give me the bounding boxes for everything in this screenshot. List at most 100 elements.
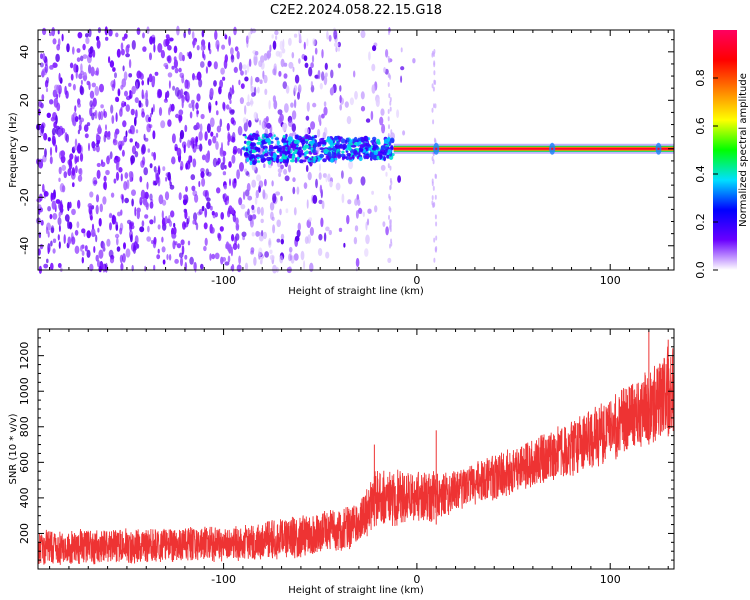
noise-blob [120, 262, 124, 271]
noise-blob [388, 124, 390, 130]
signal-blob [305, 140, 309, 145]
noise-blob [213, 61, 218, 70]
signal-blob [302, 159, 307, 163]
signal-blob [251, 160, 257, 166]
noise-blob [204, 153, 210, 163]
noise-blob [280, 58, 285, 68]
noise-blob [57, 29, 60, 35]
noise-blob [374, 205, 378, 213]
noise-blob [209, 87, 214, 98]
noise-blob [120, 140, 125, 146]
signal-blob [264, 153, 268, 157]
snr-x-label: Height of straight line (km) [288, 585, 424, 596]
spectrogram-axes: -100 0 100 -40 -20 0 20 40 [18, 30, 674, 287]
signal-blob [281, 138, 286, 143]
signal-blob [334, 157, 338, 161]
noise-blob [60, 150, 66, 158]
signal-blob [246, 140, 251, 146]
signal-blob [313, 142, 319, 147]
noise-blob [292, 186, 296, 195]
noise-blob [102, 196, 107, 205]
signal-blob [275, 157, 280, 163]
noise-blob [402, 130, 406, 136]
noise-blob [388, 193, 391, 199]
noise-blob [431, 83, 434, 89]
snr-frame [37, 328, 675, 570]
noise-blob [107, 130, 111, 138]
noise-blob [61, 164, 67, 171]
signal-blob [288, 146, 291, 152]
signal-blob [342, 143, 347, 149]
noise-blob [149, 219, 154, 225]
noise-blob [122, 120, 127, 128]
y-tick-label: -40 [18, 237, 31, 255]
noise-blob [387, 116, 390, 122]
noise-blob [230, 47, 234, 56]
noise-blob [90, 66, 95, 77]
signal-blob [379, 154, 383, 159]
noise-blob [371, 84, 376, 94]
noise-blob [171, 156, 176, 165]
y-tick-label: 800 [18, 416, 31, 437]
noise-blob [121, 194, 124, 204]
signal-blob [333, 136, 339, 141]
signal-blob [265, 137, 271, 143]
noise-blob [323, 101, 327, 107]
noise-blob [222, 101, 226, 110]
noise-blob [176, 25, 180, 36]
noise-blob [237, 243, 240, 250]
noise-blob [283, 168, 288, 175]
noise-blob [312, 102, 317, 108]
noise-blob [74, 245, 80, 254]
noise-blob [434, 103, 437, 109]
noise-blob [358, 207, 363, 214]
noise-blob [240, 148, 243, 157]
noise-blob [316, 145, 321, 152]
noise-blob [84, 133, 89, 139]
signal-blob [243, 140, 247, 144]
noise-blob [238, 255, 242, 265]
noise-blob [200, 113, 205, 120]
noise-blob [213, 80, 217, 87]
noise-blob [39, 62, 44, 68]
noise-blob [362, 211, 365, 218]
noise-blob [115, 32, 119, 38]
signal-blob [387, 149, 392, 154]
noise-blob [125, 248, 131, 258]
noise-blob [323, 232, 327, 242]
noise-blob [124, 197, 129, 204]
noise-blob [400, 66, 405, 71]
y-tick-label: 1200 [18, 342, 31, 370]
spectrogram-frame [37, 29, 675, 271]
noise-blob [400, 47, 403, 53]
noise-blob [43, 132, 48, 141]
noise-blob [118, 89, 120, 96]
signal-blob [376, 138, 381, 145]
noise-blob [253, 111, 258, 120]
noise-blob [86, 122, 91, 127]
noise-blob [142, 197, 148, 206]
noise-blob [279, 40, 284, 51]
noise-blob [196, 45, 200, 51]
signal-blob [380, 145, 385, 151]
noise-blob [412, 58, 416, 64]
signal-blob [261, 139, 266, 145]
noise-blob [151, 107, 154, 115]
noise-blob [158, 194, 164, 205]
noise-blob [174, 143, 178, 151]
noise-blob [212, 135, 217, 144]
signal-blob [365, 143, 371, 147]
noise-blob [160, 50, 165, 59]
signal-blob [352, 154, 355, 160]
noise-blob [195, 144, 201, 150]
noise-blob [242, 235, 246, 241]
noise-blob [162, 166, 166, 172]
noise-blob [52, 62, 57, 68]
noise-blob [55, 53, 60, 63]
signal-blob [256, 141, 262, 145]
noise-blob [179, 88, 184, 99]
noise-blob [381, 123, 386, 134]
snr-plot [37, 330, 675, 565]
noise-blob [168, 253, 172, 261]
noise-blob [270, 211, 274, 220]
